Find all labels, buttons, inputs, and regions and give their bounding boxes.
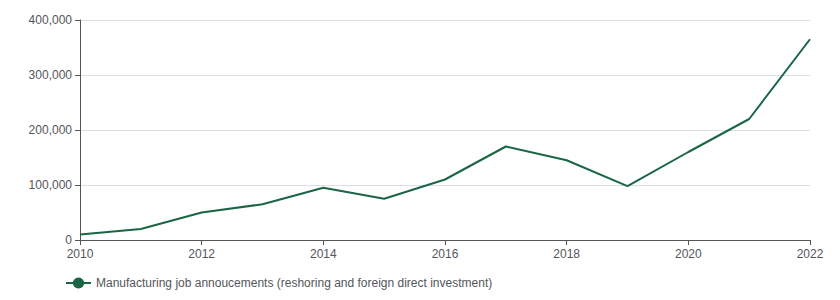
svg-text:Manufacturing job annoucements: Manufacturing job annoucements (reshorin… xyxy=(96,276,492,290)
svg-text:200,000: 200,000 xyxy=(29,123,73,137)
svg-text:2018: 2018 xyxy=(553,247,580,261)
svg-text:2014: 2014 xyxy=(310,247,337,261)
svg-text:2020: 2020 xyxy=(675,247,702,261)
svg-text:0: 0 xyxy=(65,233,72,247)
svg-text:300,000: 300,000 xyxy=(29,68,73,82)
svg-text:2022: 2022 xyxy=(797,247,824,261)
svg-text:2016: 2016 xyxy=(432,247,459,261)
svg-text:2012: 2012 xyxy=(188,247,215,261)
svg-text:100,000: 100,000 xyxy=(29,178,73,192)
svg-text:400,000: 400,000 xyxy=(29,13,73,27)
svg-text:2010: 2010 xyxy=(67,247,94,261)
